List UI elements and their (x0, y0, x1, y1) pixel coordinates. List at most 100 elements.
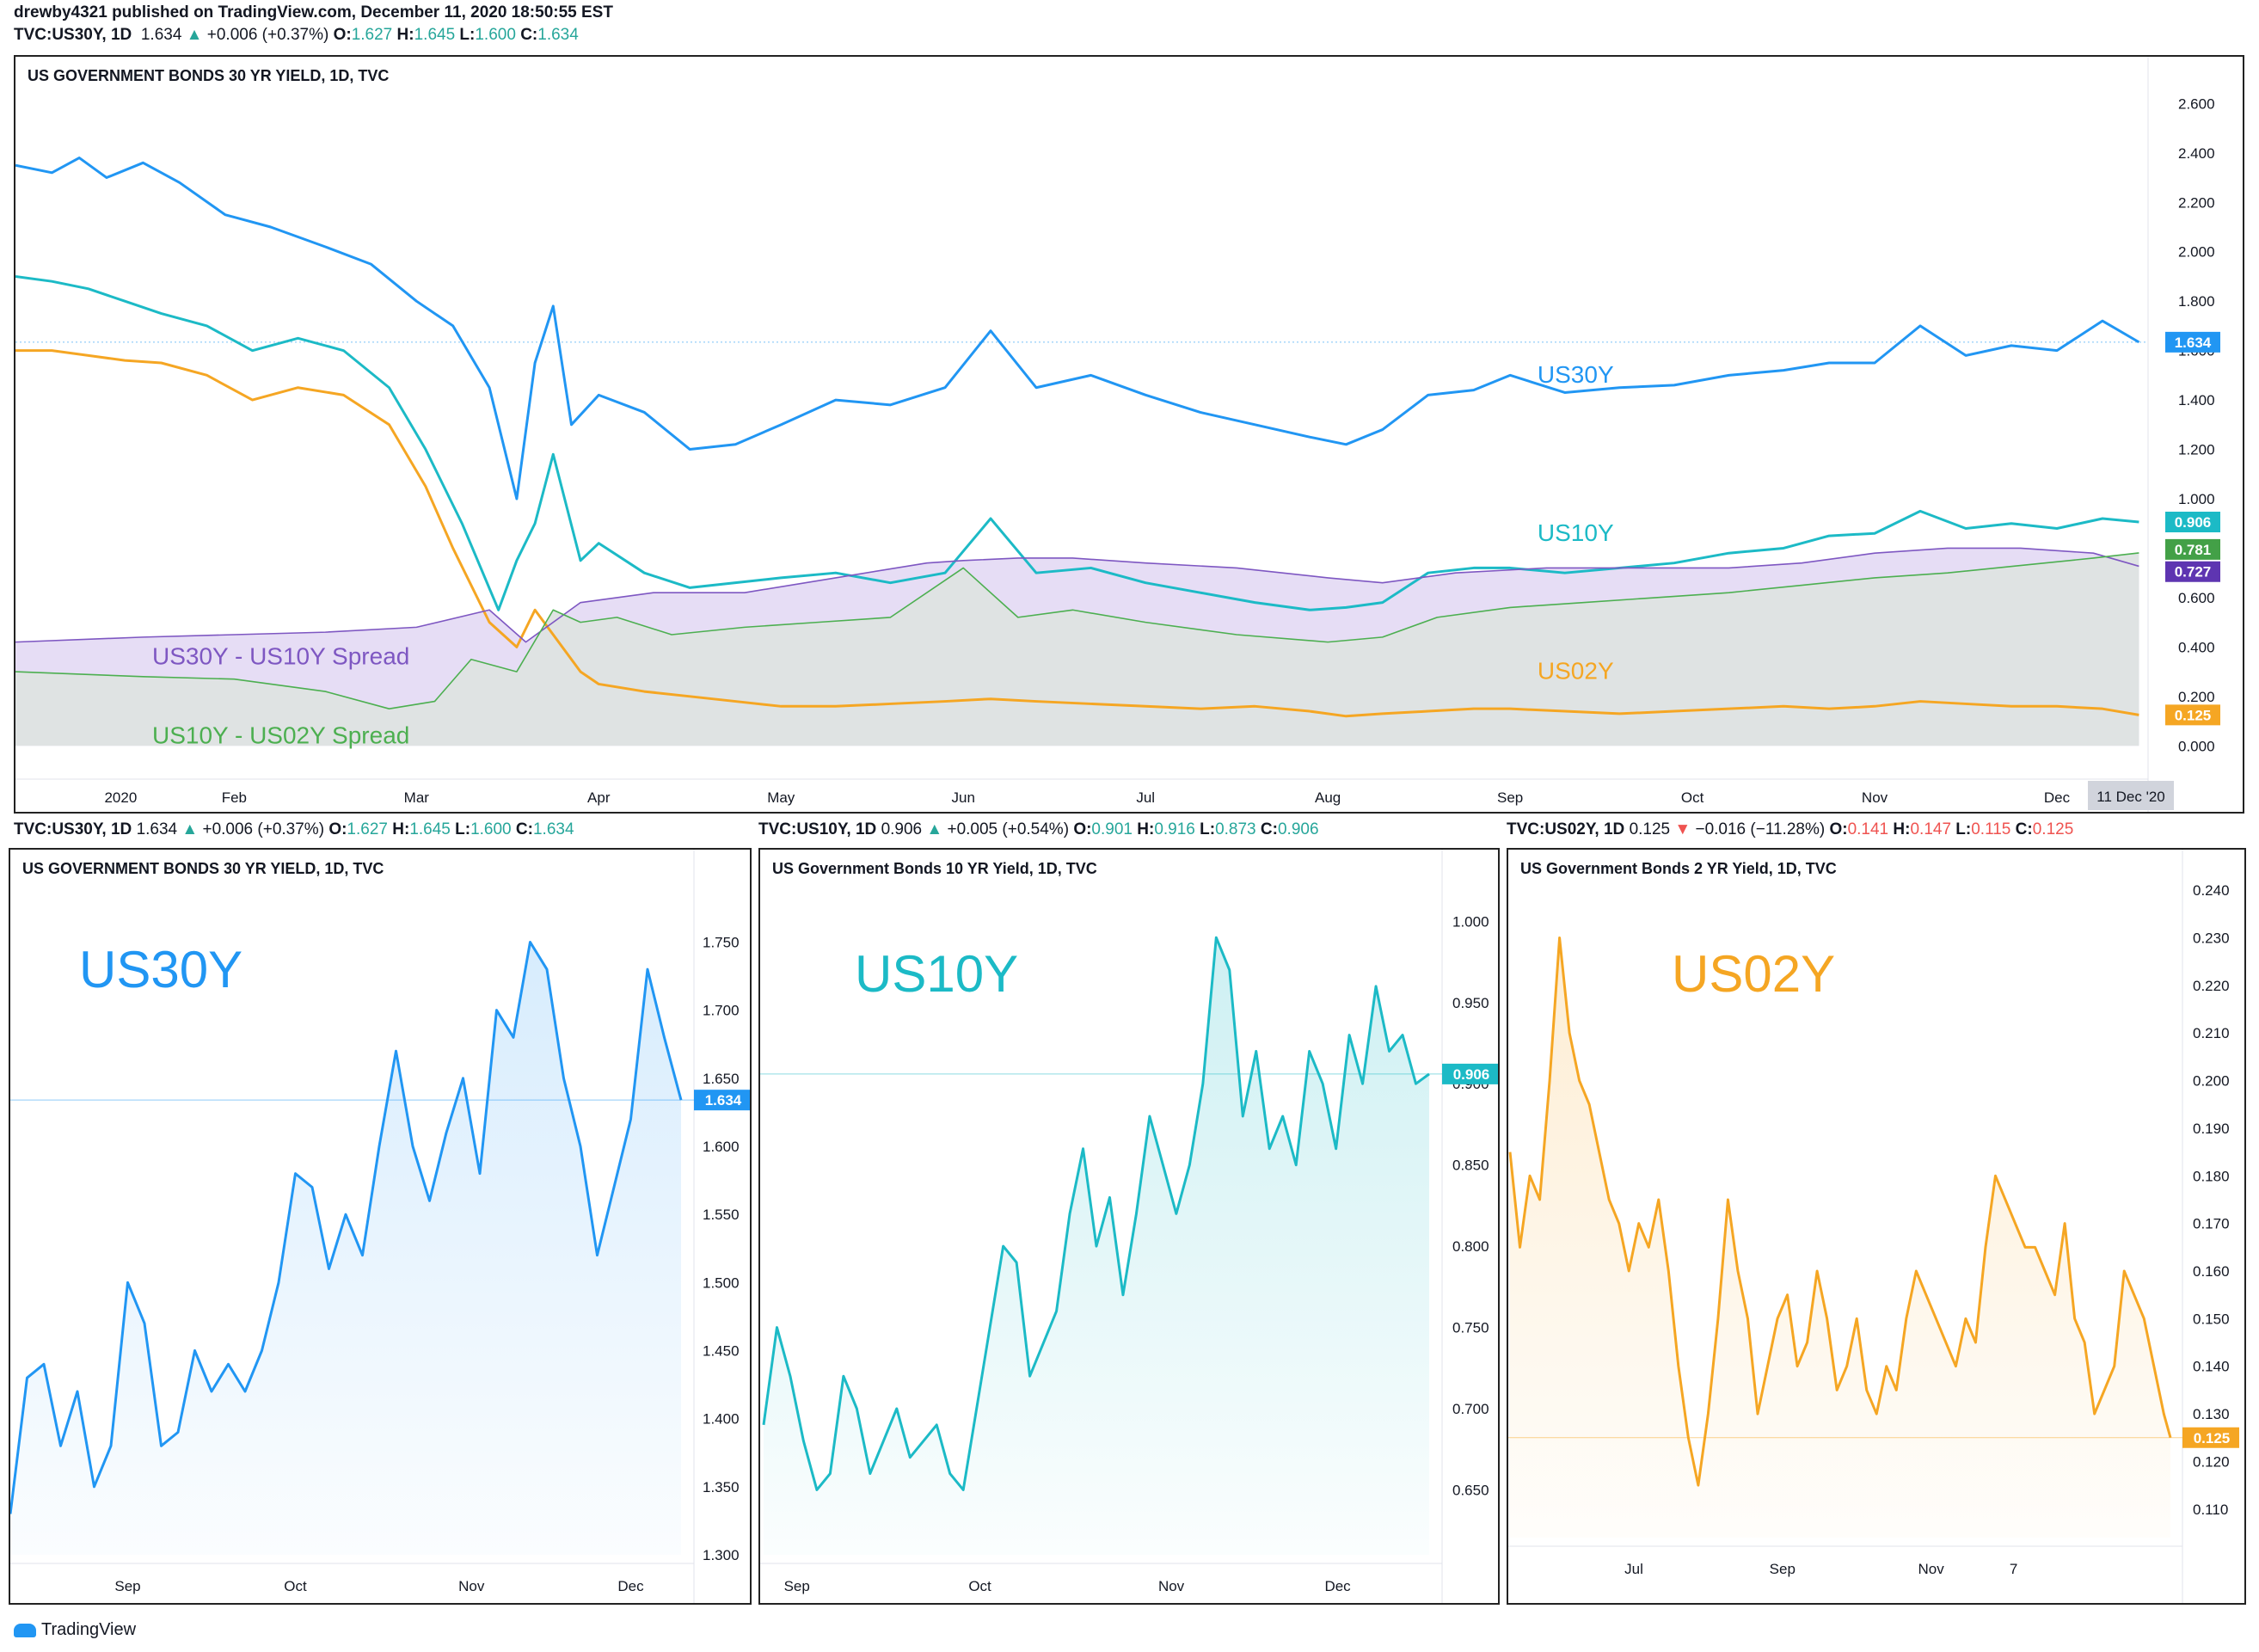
area-fill (10, 942, 681, 1555)
last-value-label: 0.125 (2194, 1430, 2231, 1446)
price-line (1508, 937, 2172, 1487)
y-tick-label: 0.130 (2193, 1406, 2230, 1422)
last-value-badge (694, 1090, 750, 1111)
x-tick-label: Oct (284, 1578, 307, 1594)
area-fill (1510, 937, 2170, 1538)
last-value-badge (2165, 331, 2220, 353)
last-value-label: 1.634 (705, 1092, 742, 1108)
y-tick-label: 0.210 (2193, 1025, 2230, 1041)
x-tick-label: Dec (2044, 789, 2071, 806)
x-tick-label: Dec (617, 1578, 644, 1594)
y-tick-label: 0.000 (2178, 738, 2215, 754)
y-tick-label: 0.110 (2193, 1502, 2228, 1518)
us30y-chart-svg[interactable]: 1.750 1.700 1.650 1.600 1.550 1.500 1.450 1.400… (10, 850, 750, 1603)
x-tick-label: Sep (114, 1578, 140, 1594)
y-tick-label: 0.400 (2178, 639, 2215, 655)
main-legend: TVC:US30Y, 1D 1.634 ▲ +0.006 (+0.37%) O:… (14, 26, 579, 44)
x-tick-label: Jul (1624, 1561, 1643, 1577)
x-tick-label: Sep (1770, 1561, 1796, 1577)
x-tick-label: May (767, 789, 795, 806)
y-tick-label: 1.400 (2178, 392, 2215, 408)
y-tick-label: 1.700 (703, 1003, 740, 1019)
y-tick-label: 1.500 (703, 1274, 740, 1291)
last-value-badge (2182, 1427, 2239, 1448)
y-tick-label: 1.450 (703, 1343, 740, 1360)
big-symbol-label: US30Y (79, 941, 242, 998)
y-tick-label: 0.650 (1452, 1482, 1489, 1498)
x-tick-label: Nov (1158, 1578, 1185, 1594)
last-value-label: 0.781 (2175, 542, 2212, 558)
last-value-badge (1442, 1063, 1498, 1084)
y-tick-label: 1.400 (703, 1411, 740, 1428)
y-tick-label: 0.220 (2193, 978, 2230, 994)
x-tick-label: Mar (404, 789, 430, 806)
series-annotation: US10Y - US02Y Spread (152, 722, 409, 748)
y-tick-label: 1.000 (1452, 913, 1489, 930)
tradingview-logo[interactable]: TradingView (14, 1620, 136, 1640)
last-value-label: 0.906 (1453, 1066, 1490, 1083)
y-tick-label: 2.600 (2178, 95, 2215, 112)
x-tick-label: Nov (1862, 789, 1888, 806)
y-tick-label: 0.200 (2178, 689, 2215, 705)
x-tick-label: Sep (784, 1578, 810, 1594)
series-annotation: US02Y (1538, 658, 1614, 685)
y-tick-label: 0.160 (2193, 1263, 2230, 1280)
us02y-chart-svg[interactable]: 0.240 0.230 0.220 0.210 0.200 0.190 0.180 0.170… (1508, 850, 2244, 1603)
x-tick-label: Nov (1918, 1561, 1944, 1577)
us10y-chart-title: US Government Bonds 10 YR Yield, 1D, TVC (772, 860, 1097, 877)
y-tick-label: 0.230 (2193, 930, 2230, 947)
last-value-badge (2165, 561, 2220, 582)
y-tick-label: 1.350 (703, 1479, 740, 1495)
main-chart-panel: US GOVERNMENT BONDS 30 YR YIELD, 1D, TVC… (14, 55, 2244, 814)
y-tick-label: 0.150 (2193, 1311, 2230, 1327)
x-tick-label: Oct (968, 1578, 991, 1594)
y-tick-label: 1.750 (703, 935, 740, 951)
us10y-line (15, 274, 2139, 611)
main-chart-svg[interactable]: 2.6002.4002.2002.0001.8001.6001.4001.200… (15, 57, 2243, 812)
y-tick-label: 0.120 (2193, 1453, 2230, 1470)
y-tick-label: 1.300 (703, 1547, 740, 1563)
legend-us30y: TVC:US30Y, 1D 1.634 ▲ +0.006 (+0.37%) O:… (14, 820, 574, 838)
cloud-icon (14, 1623, 36, 1637)
us02y-line (15, 349, 2139, 718)
last-value-badge (2165, 512, 2220, 533)
us30y-chart-panel: US GOVERNMENT BONDS 30 YR YIELD, 1D, TVC… (9, 848, 752, 1605)
y-tick-label: 2.400 (2178, 145, 2215, 162)
us10y-chart-svg[interactable]: 1.0000.9500.9000.8500.8000.7500.7000.650… (760, 850, 1498, 1603)
y-tick-label: 0.950 (1452, 995, 1489, 1011)
y-tick-label: 1.800 (2178, 293, 2215, 310)
y-tick-label: 2.000 (2178, 244, 2215, 261)
x-tick-label: Sep (1497, 789, 1523, 806)
cursor-date-box (2088, 781, 2174, 810)
last-value-label: 0.125 (2175, 707, 2212, 723)
y-tick-label: 1.200 (2178, 442, 2215, 458)
spread-30-10-line (15, 547, 2139, 643)
cursor-date-label: 11 Dec '20 (2096, 789, 2164, 805)
x-tick-label: Nov (458, 1578, 485, 1594)
y-tick-label: 1.000 (2178, 491, 2215, 507)
big-symbol-label: US02Y (1672, 945, 1835, 1003)
x-tick-label: Aug (1315, 789, 1341, 806)
y-tick-label: 0.180 (2193, 1168, 2230, 1184)
series-annotation: US30Y - US10Y Spread (152, 642, 409, 669)
x-tick-label: Apr (587, 789, 611, 806)
series-annotation: US10Y (1538, 519, 1614, 546)
y-tick-label: 0.600 (2178, 590, 2215, 606)
price-line (762, 936, 1430, 1491)
us30y-line (15, 157, 2140, 501)
y-tick-label: 1.650 (703, 1071, 740, 1087)
y-tick-label: 1.600 (703, 1139, 740, 1155)
x-tick-label: 7 (2010, 1561, 2017, 1577)
y-tick-label: 0.800 (1452, 1238, 1489, 1255)
x-tick-label: Jun (952, 789, 975, 806)
y-tick-label: 0.200 (2193, 1073, 2230, 1090)
main-chart-title: US GOVERNMENT BONDS 30 YR YIELD, 1D, TVC (28, 67, 390, 84)
last-value-badge (2165, 538, 2220, 560)
x-tick-label: Oct (1681, 789, 1704, 806)
us10y-chart-panel: US Government Bonds 10 YR Yield, 1D, TVC… (758, 848, 1500, 1605)
big-symbol-label: US10Y (855, 945, 1018, 1003)
legend-us10y: TVC:US10Y, 1D 0.906 ▲ +0.005 (+0.54%) O:… (758, 820, 1319, 838)
us02y-chart-panel: US Government Bonds 2 YR Yield, 1D, TVC … (1507, 848, 2246, 1605)
last-value-label: 0.906 (2175, 514, 2212, 531)
price-line (10, 941, 683, 1514)
